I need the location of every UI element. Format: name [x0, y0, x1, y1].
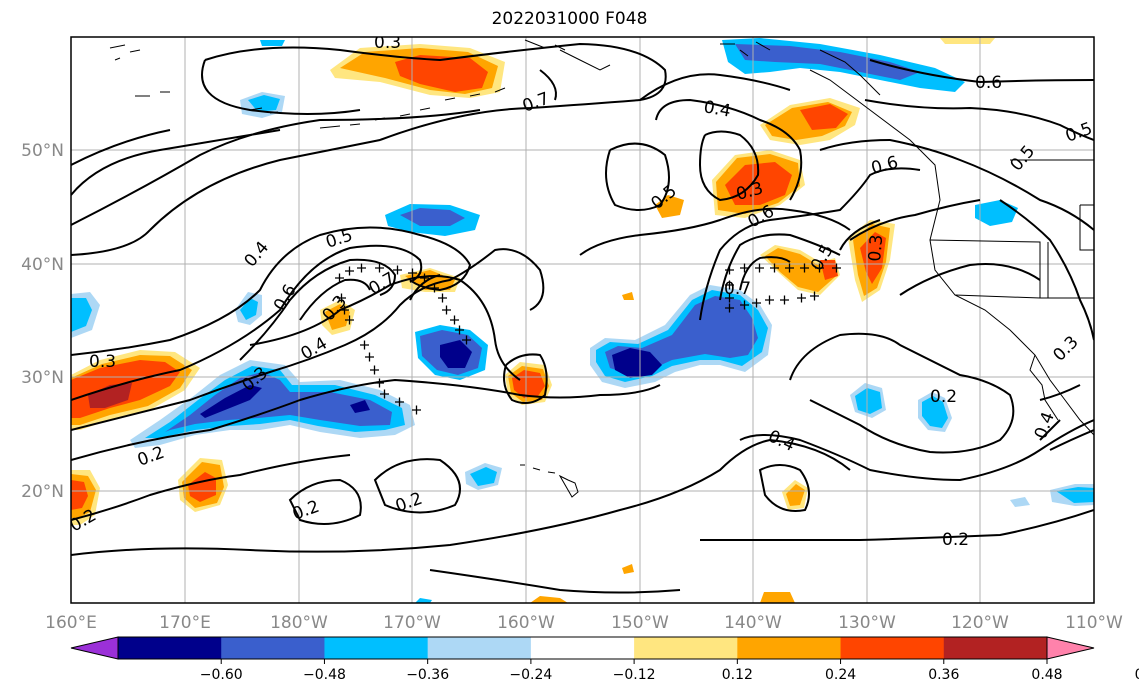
colorbar-extension-high	[1046, 636, 1095, 660]
colorbar-tick-label: 0.36	[928, 667, 959, 683]
contour-label: 0.2	[930, 387, 957, 407]
lon-label: 110°W	[1065, 613, 1123, 633]
colorbar-tick-label: −0.60	[200, 667, 243, 683]
colorbar-ticks: −0.60 −0.48 −0.36 −0.24 −0.12 0.12 0.24 0.36 0.4…	[200, 659, 1139, 683]
contour-label: 0.2	[942, 530, 969, 550]
colorbar-frame	[117, 636, 1048, 660]
colorbar: −0.60 −0.48 −0.36 −0.24 −0.12 0.12 0.24 0.36 0.4…	[70, 636, 1139, 683]
colorbar-tick-label: 0.60	[1135, 667, 1139, 683]
lon-label: 170°E	[159, 613, 211, 633]
lat-label: 40°N	[21, 255, 64, 275]
lon-label: 130°W	[838, 613, 896, 633]
contour-label: 0.6	[975, 73, 1002, 93]
colorbar-cell	[943, 637, 1048, 659]
colorbar-tick-label: −0.24	[509, 667, 552, 683]
colorbar-cell	[118, 637, 222, 659]
lon-label: 150°W	[611, 613, 669, 633]
colorbar-cell	[530, 637, 635, 659]
colorbar-tick-label: −0.12	[613, 667, 656, 683]
significance-markers	[335, 263, 841, 415]
map-area: 0.3 0.7 0.4 0.6 0.5 0.3 0.6 0.5 0.4 0.5 …	[71, 33, 1095, 603]
latitude-labels: 50°N 40°N 30°N 20°N	[21, 141, 64, 502]
colorbar-cell	[634, 637, 738, 659]
lat-label: 30°N	[21, 368, 64, 388]
hawaii-islands	[520, 464, 579, 498]
contour-label: 0.6	[869, 153, 900, 179]
contour-label: 0.5	[1063, 119, 1095, 147]
colorbar-tick-label: 0.12	[722, 667, 753, 683]
colorbar-cells	[118, 637, 1048, 659]
colorbar-tick-label: 0.24	[825, 667, 856, 683]
contour-lines	[71, 42, 1094, 594]
contour-label: 0.7	[520, 89, 552, 117]
contour-label: 0.3	[1049, 332, 1082, 365]
lon-label: 160°W	[497, 613, 555, 633]
colorbar-tick-label: −0.48	[303, 667, 346, 683]
longitude-labels: 160°E 170°E 180°W 170°W 160°W 150°W 140°…	[45, 613, 1123, 633]
contour-label: 0.4	[702, 97, 732, 121]
lat-label: 20°N	[21, 482, 64, 502]
contour-label: 0.7	[724, 279, 751, 299]
map-frame	[70, 36, 1095, 604]
colorbar-cell	[427, 637, 532, 659]
colorbar-cell	[737, 637, 842, 659]
lat-label: 50°N	[21, 141, 64, 161]
colorbar-tick-label: 0.48	[1031, 667, 1062, 683]
contour-label: 0.3	[374, 33, 401, 53]
contour-label: 0.4	[241, 238, 274, 272]
lon-label: 120°W	[951, 613, 1009, 633]
colorbar-cell	[840, 637, 945, 659]
shaded-fields	[71, 38, 1094, 603]
colorbar-cell	[324, 637, 429, 659]
contour-label: 0.4	[765, 426, 798, 456]
plot-title: 2022031000 F048	[491, 9, 648, 29]
colorbar-cell	[221, 637, 325, 659]
contour-label: 0.3	[89, 352, 116, 372]
contour-label: 0.5	[1007, 142, 1040, 176]
lon-label: 160°E	[45, 613, 97, 633]
contour-label: 0.3	[865, 234, 887, 263]
colorbar-extension-low	[70, 636, 119, 660]
graticule	[71, 37, 1094, 603]
colorbar-tick-label: −0.36	[406, 667, 449, 683]
contour-label: 0.4	[298, 333, 331, 364]
coastlines	[109, 39, 1094, 436]
lon-label: 170°W	[383, 613, 441, 633]
lon-label: 140°W	[724, 613, 782, 633]
contour-label: 0.2	[290, 497, 322, 525]
lon-label: 180°W	[270, 613, 328, 633]
